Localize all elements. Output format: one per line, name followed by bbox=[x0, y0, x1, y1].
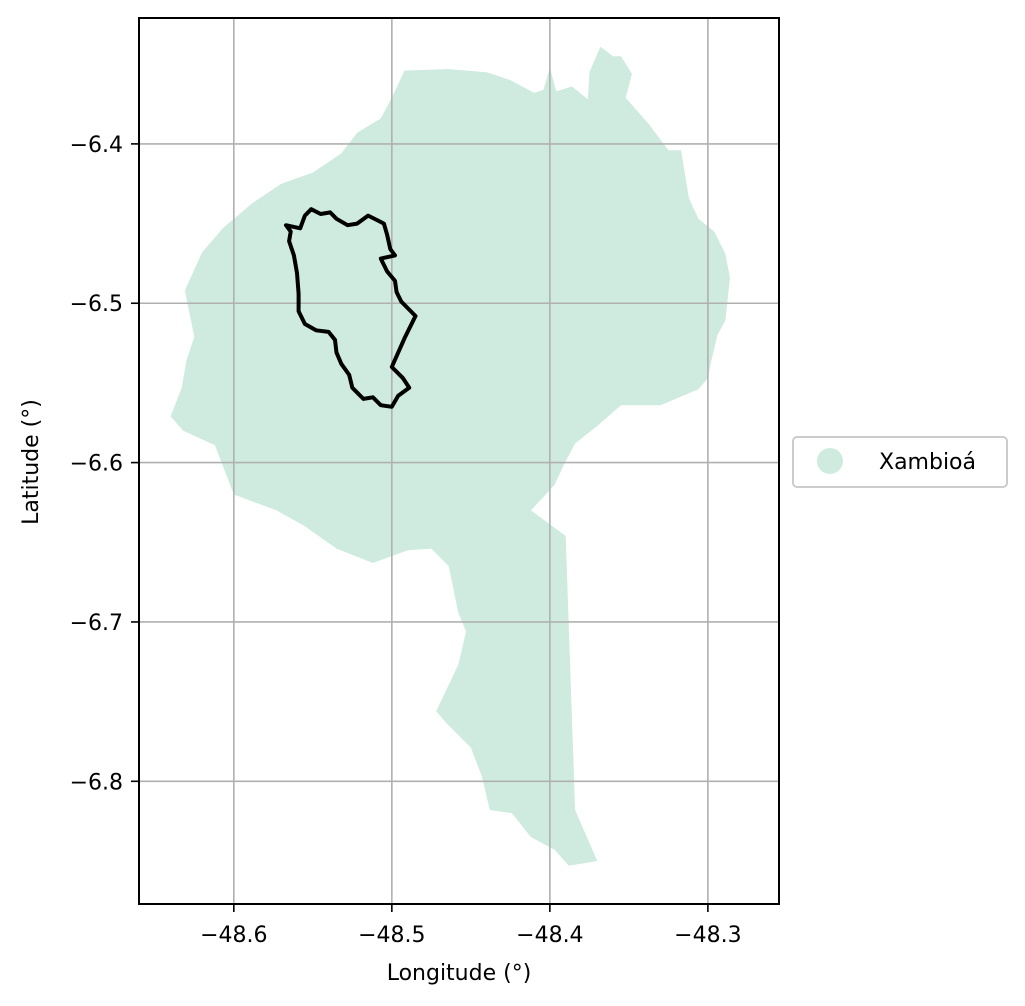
x-tick-label: −48.3 bbox=[674, 923, 741, 948]
gridlines bbox=[139, 18, 779, 904]
y-tick-label: −6.8 bbox=[70, 770, 123, 795]
highlight-outline bbox=[284, 207, 418, 409]
x-tick-label: −48.5 bbox=[358, 923, 425, 948]
outline-layer bbox=[284, 207, 418, 409]
region-xambioa bbox=[170, 46, 731, 866]
x-axis-ticks: −48.6 −48.5 −48.4 −48.3 bbox=[200, 904, 742, 948]
y-axis-ticks: −6.4 −6.5 −6.6 −6.7 −6.8 bbox=[70, 133, 139, 795]
legend-label-xambioa: Xambioá bbox=[879, 450, 976, 475]
legend: Xambioá bbox=[792, 436, 1008, 488]
x-tick-label: −48.4 bbox=[516, 923, 583, 948]
y-axis-title: Latitude (°) bbox=[19, 399, 44, 525]
map-layer bbox=[170, 46, 731, 866]
plot-frame bbox=[138, 17, 780, 905]
y-tick-label: −6.4 bbox=[70, 133, 123, 158]
legend-frame bbox=[792, 436, 1008, 488]
y-tick-label: −6.6 bbox=[70, 452, 123, 477]
y-tick-label: −6.7 bbox=[70, 611, 123, 636]
legend-marker-xambioa bbox=[817, 448, 843, 474]
x-tick-label: −48.6 bbox=[200, 923, 267, 948]
y-tick-label: −6.5 bbox=[70, 292, 123, 317]
x-axis-title: Longitude (°) bbox=[387, 961, 532, 986]
